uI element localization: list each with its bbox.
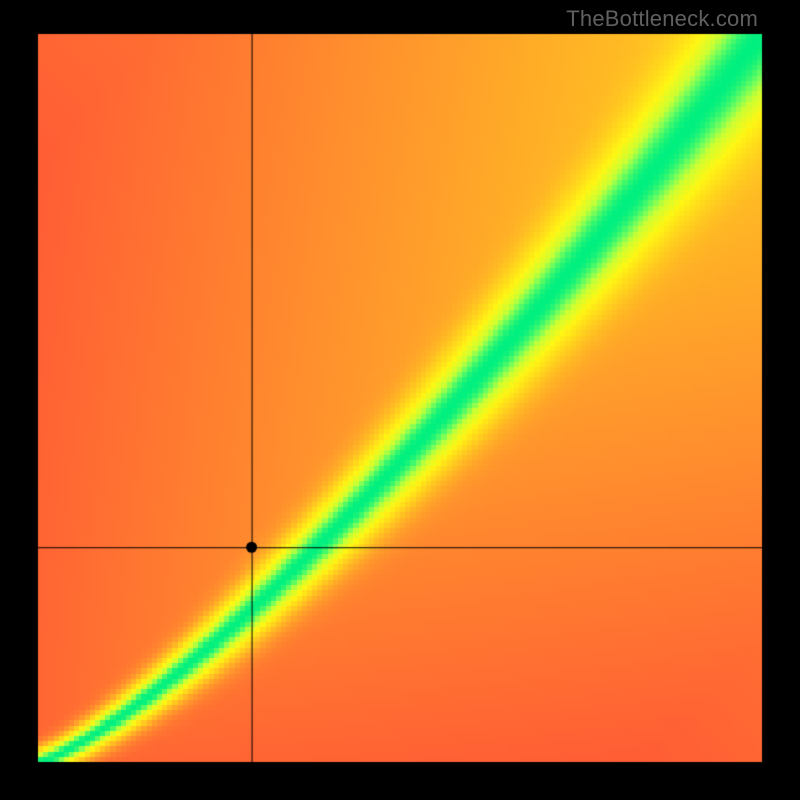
heatmap-canvas bbox=[0, 0, 800, 800]
chart-container: TheBottleneck.com bbox=[0, 0, 800, 800]
attribution-label: TheBottleneck.com bbox=[566, 6, 758, 32]
